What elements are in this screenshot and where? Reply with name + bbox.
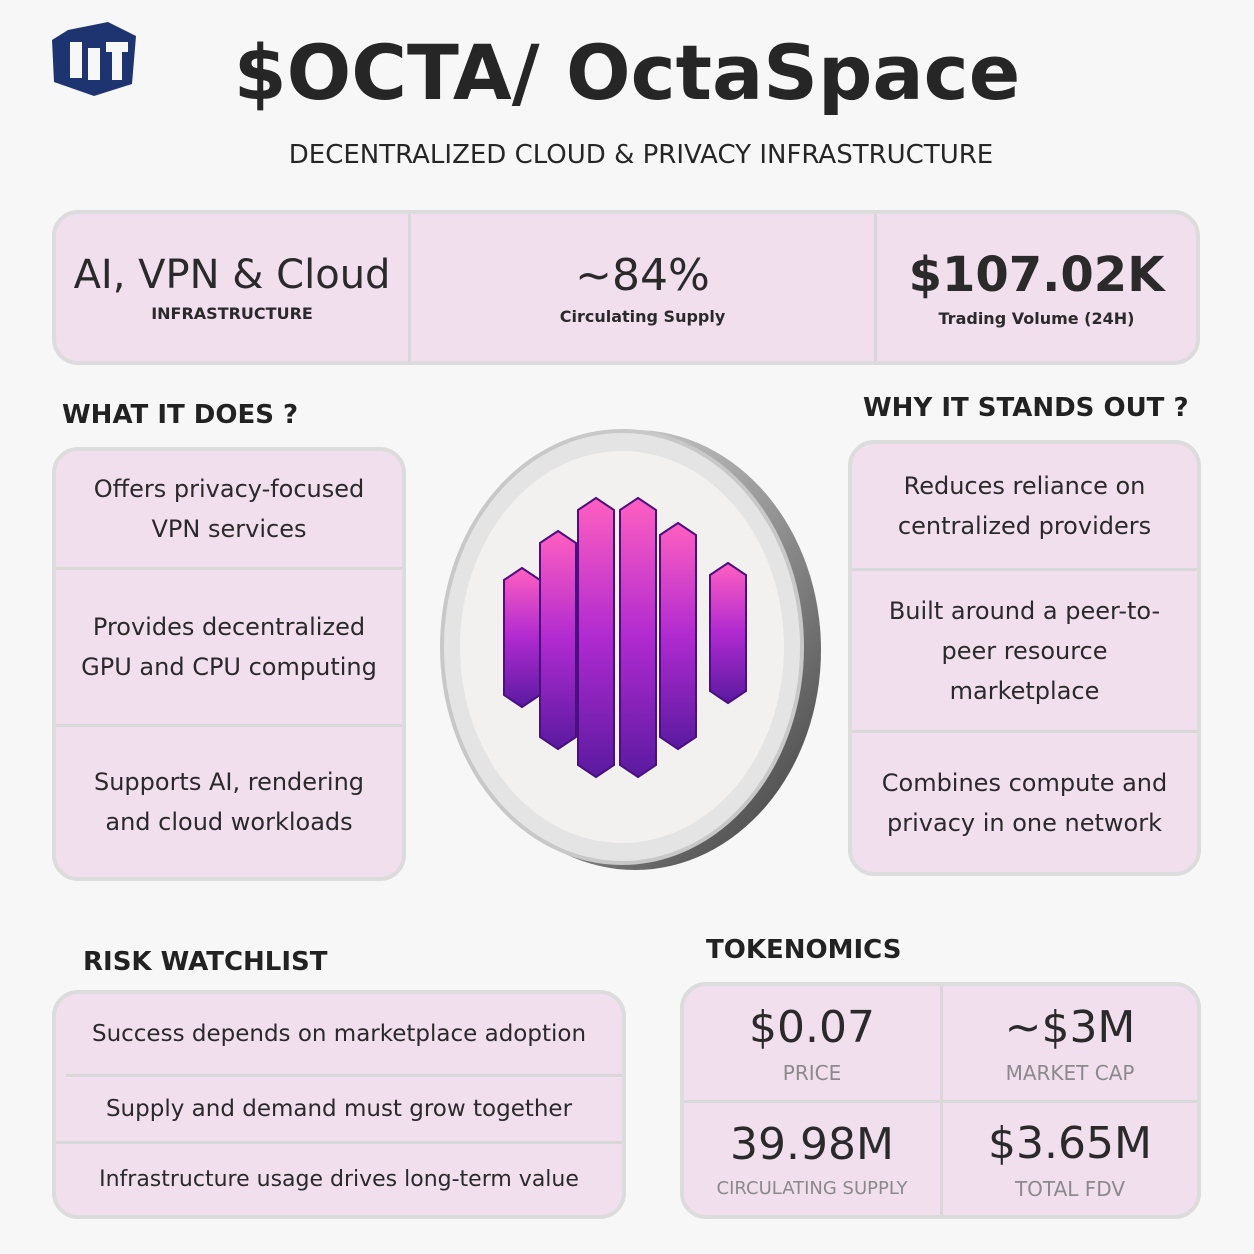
item-text: Built around a peer-to-peer resource mar… [888, 596, 1161, 705]
token-stat: ~$3M MARKET CAP [943, 986, 1197, 1100]
stat-value: ~84% [575, 249, 710, 301]
divider [56, 724, 402, 727]
item-text: Success depends on marketplace adoption [91, 1021, 587, 1047]
item-text: Offers privacy-focused VPN services [93, 475, 365, 543]
item: Supports AI, rendering and cloud workloa… [56, 727, 402, 877]
divider [66, 1074, 622, 1077]
divider [684, 1100, 1197, 1103]
token-stat: $0.07 PRICE [684, 986, 940, 1100]
item-text: Reduces reliance on centralized provider… [897, 472, 1152, 540]
section-title: WHAT IT DOES ? [62, 400, 299, 430]
section-title: RISK WATCHLIST [83, 947, 328, 977]
item: Success depends on marketplace adoption [56, 994, 622, 1074]
token-stat: 39.98M CIRCULATING SUPPLY [684, 1103, 940, 1215]
logo [52, 22, 136, 96]
token-stat: $3.65M TOTAL FDV [943, 1103, 1197, 1215]
subtitle: DECENTRALIZED CLOUD & PRIVACY INFRASTRUC… [288, 140, 994, 170]
item-text: Combines compute and privacy in one netw… [881, 768, 1168, 837]
token-label: PRICE [782, 1060, 842, 1085]
what-box: Offers privacy-focused VPN services Prov… [52, 447, 406, 881]
item-text: Provides decentralized GPU and CPU compu… [81, 613, 377, 681]
token-value: $0.07 [749, 1001, 875, 1053]
item: Combines compute and privacy in one netw… [852, 733, 1197, 872]
stat-label: INFRASTRUCTURE [151, 304, 313, 323]
token-label: TOTAL FDV [1014, 1176, 1126, 1201]
item-text: Supply and demand must grow together [105, 1096, 573, 1122]
divider [852, 568, 1197, 571]
item-text: Infrastructure usage drives long-term va… [99, 1166, 579, 1192]
section-title: TOKENOMICS [706, 935, 902, 965]
stats-box: AI, VPN & Cloud INFRASTRUCTURE ~84% Circ… [52, 210, 1200, 365]
token-value: ~$3M [1004, 1001, 1136, 1053]
token-label: CIRCULATING SUPPLY [716, 1178, 908, 1199]
stat-label: Trading Volume (24H) [938, 309, 1135, 328]
token-value: 39.98M [730, 1119, 894, 1170]
stat: ~84% Circulating Supply [411, 214, 874, 361]
item: Offers privacy-focused VPN services [56, 451, 402, 567]
stat-value: AI, VPN & Cloud [73, 252, 391, 298]
item: Provides decentralized GPU and CPU compu… [56, 570, 402, 724]
stat: $107.02K Trading Volume (24H) [877, 214, 1196, 361]
tokenomics-box: $0.07 PRICE ~$3M MARKET CAP 39.98M CIRCU… [680, 982, 1201, 1219]
divider [408, 214, 411, 361]
stat-label: Circulating Supply [559, 306, 726, 326]
section-title: WHY IT STANDS OUT ? [863, 393, 1189, 423]
why-box: Reduces reliance on centralized provider… [848, 440, 1201, 876]
item: Reduces reliance on centralized provider… [852, 444, 1197, 568]
token-label: MARKET CAP [1005, 1060, 1135, 1085]
risk-box: Success depends on marketplace adoption … [52, 990, 626, 1219]
item: Supply and demand must grow together [56, 1077, 622, 1141]
token-value: $3.65M [988, 1117, 1152, 1169]
stat: AI, VPN & Cloud INFRASTRUCTURE [56, 214, 408, 361]
coin [440, 429, 821, 870]
item: Built around a peer-to-peer resource mar… [852, 571, 1197, 730]
item: Infrastructure usage drives long-term va… [56, 1144, 622, 1215]
stat-value: $107.02K [908, 247, 1165, 303]
divider [852, 730, 1197, 733]
divider [874, 214, 877, 361]
divider [56, 567, 402, 570]
title: $OCTA/ OctaSpace [233, 28, 1021, 117]
divider [56, 1141, 622, 1144]
item-text: Supports AI, rendering and cloud workloa… [93, 768, 365, 836]
